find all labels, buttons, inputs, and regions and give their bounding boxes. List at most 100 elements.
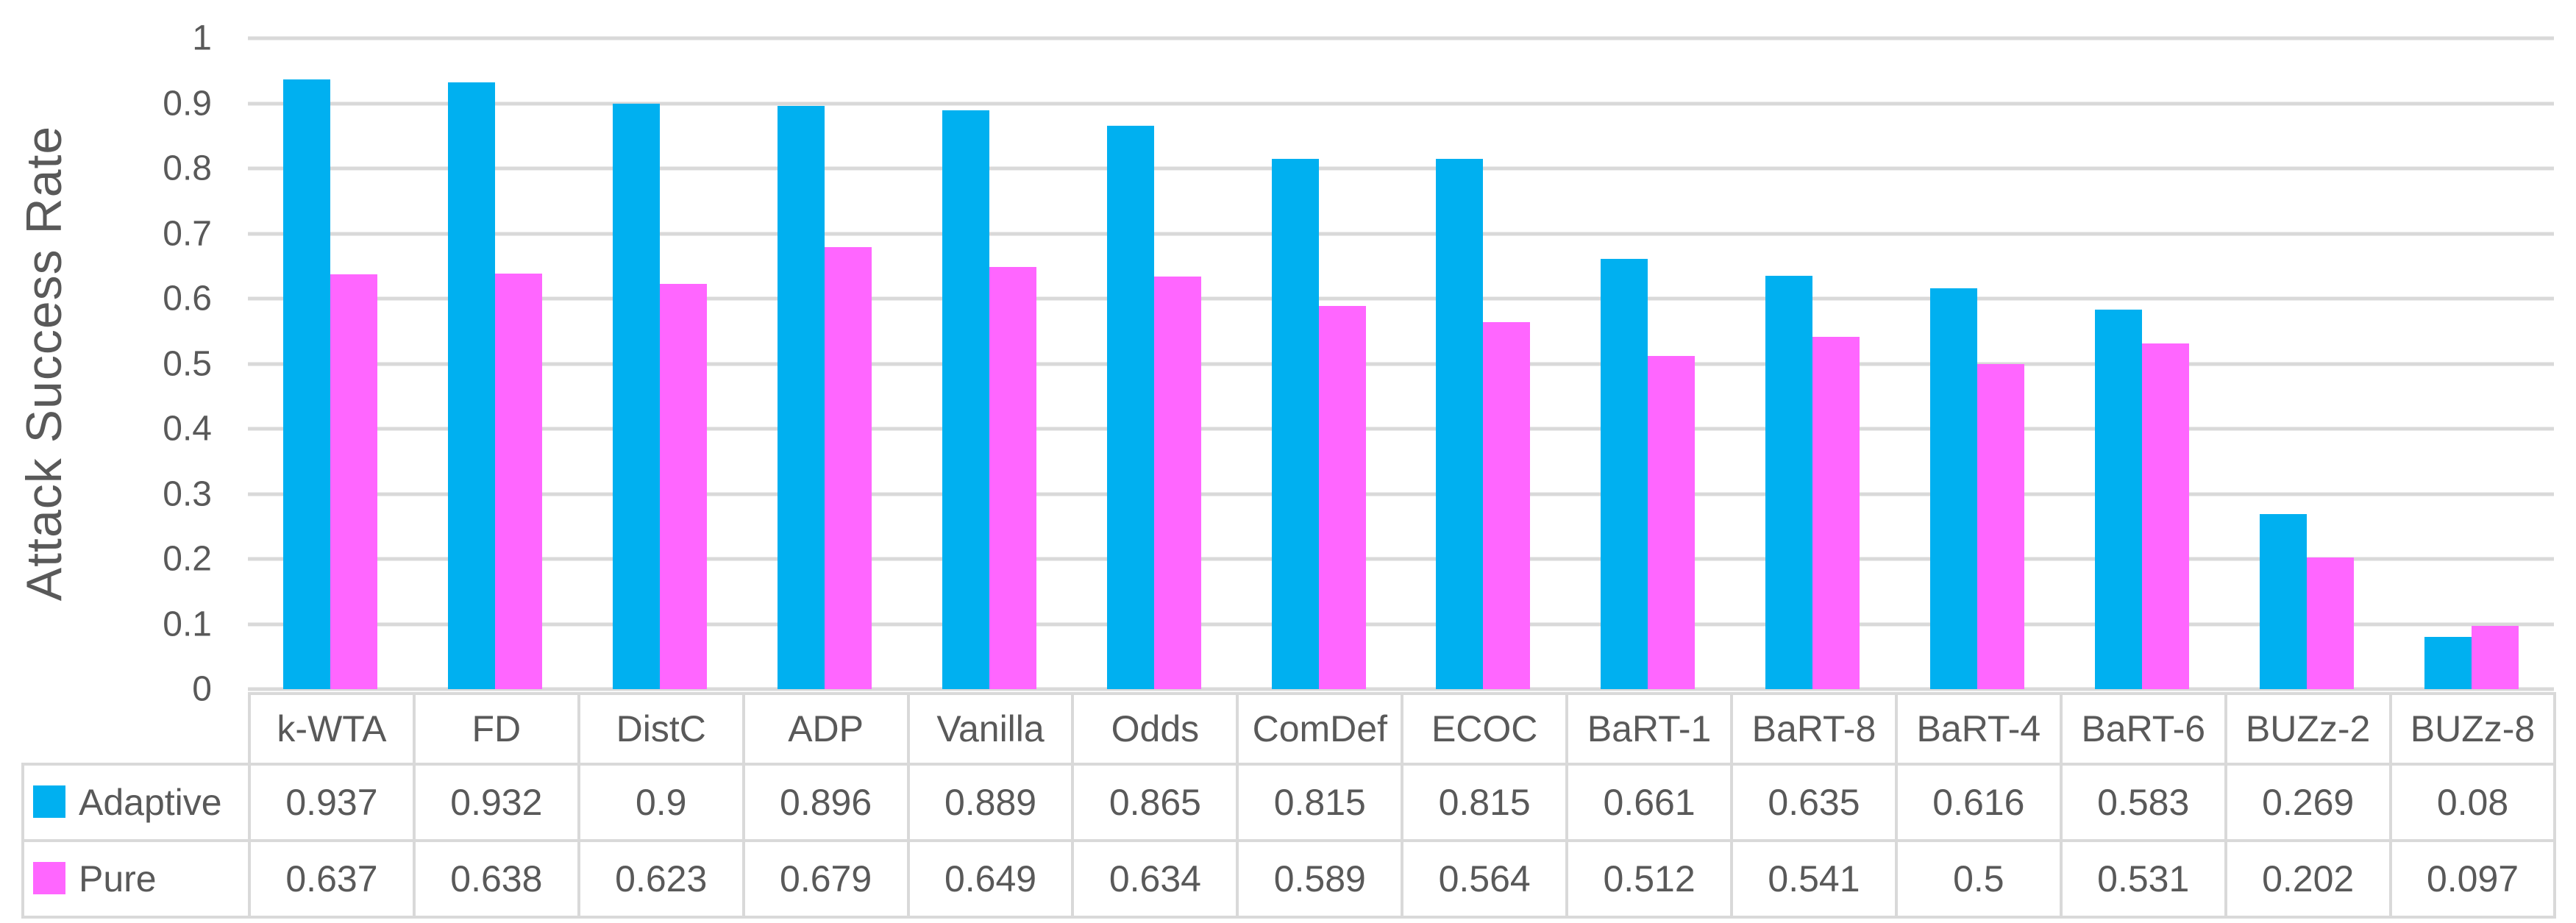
gridline — [248, 427, 2554, 431]
bar-pure-adp — [824, 247, 872, 689]
category-header-odds: Odds — [1071, 692, 1239, 766]
category-header-vanilla: Vanilla — [906, 692, 1075, 766]
y-tick-label: 0.2 — [163, 539, 212, 579]
value-cell-pure-odds: 0.634 — [1071, 839, 1239, 919]
value-cell-adaptive-bart-4: 0.616 — [1894, 763, 2063, 842]
value-cell-adaptive-vanilla: 0.889 — [906, 763, 1075, 842]
value-cell-pure-bart-1: 0.512 — [1565, 839, 1734, 919]
bar-pure-bart-8 — [1812, 337, 1860, 689]
category-header-buzz-2: BUZz-2 — [2224, 692, 2392, 766]
value-cell-adaptive-k-wta: 0.937 — [248, 763, 416, 842]
y-tick-label: 0.9 — [163, 84, 212, 123]
bar-adaptive-vanilla — [942, 110, 989, 689]
y-axis: 0 0.1 0.2 0.3 0.4 0.5 0.6 0.7 0.8 0.9 1 — [0, 19, 212, 709]
gridline — [248, 166, 2554, 171]
value-cell-adaptive-buzz-2: 0.269 — [2224, 763, 2392, 842]
bar-pure-ecoc — [1483, 321, 1531, 689]
bar-adaptive-buzz-8 — [2424, 637, 2472, 689]
value-cell-pure-comdef: 0.589 — [1236, 839, 1404, 919]
bar-adaptive-fd — [447, 82, 495, 689]
legend-cell-pure: Pure — [21, 839, 251, 919]
gridline — [248, 101, 2554, 105]
legend-label: Pure — [79, 858, 157, 899]
table-row-pure: Pure 0.637 0.638 0.623 0.679 0.649 0.634 0.589 0… — [21, 839, 2557, 919]
value-cell-adaptive-distc: 0.9 — [577, 763, 745, 842]
category-header-bart-1: BaRT-1 — [1565, 692, 1734, 766]
value-cell-adaptive-bart-1: 0.661 — [1565, 763, 1734, 842]
value-cell-adaptive-adp: 0.896 — [741, 763, 910, 842]
category-header-ecoc: ECOC — [1401, 692, 1569, 766]
category-header-distc: DistC — [577, 692, 745, 766]
y-tick-label: 0 — [192, 669, 212, 709]
category-header-buzz-8: BUZz-8 — [2388, 692, 2557, 766]
value-cell-adaptive-comdef: 0.815 — [1236, 763, 1404, 842]
legend-swatch-adaptive — [33, 785, 65, 818]
bar-pure-buzz-8 — [2472, 626, 2519, 689]
value-cell-pure-fd: 0.638 — [412, 839, 580, 919]
value-cell-pure-bart-6: 0.531 — [2059, 839, 2227, 919]
value-cell-pure-bart-8: 0.541 — [1730, 839, 1898, 919]
legend-label: Adaptive — [79, 782, 222, 823]
bar-pure-k-wta — [330, 274, 377, 689]
value-cell-pure-ecoc: 0.564 — [1401, 839, 1569, 919]
value-cell-pure-buzz-8: 0.097 — [2388, 839, 2557, 919]
value-cell-pure-k-wta: 0.637 — [248, 839, 416, 919]
bar-adaptive-buzz-2 — [2260, 513, 2308, 689]
value-cell-pure-bart-4: 0.5 — [1894, 839, 2063, 919]
category-header-bart-8: BaRT-8 — [1730, 692, 1898, 766]
bar-adaptive-bart-8 — [1765, 276, 1813, 689]
bar-pure-buzz-2 — [2307, 557, 2355, 689]
table-header-row: k-WTA FD DistC ADP Vanilla Odds ComDef ECOC BaRT… — [23, 692, 2557, 766]
gridline — [248, 296, 2554, 301]
legend-cell-adaptive: Adaptive — [21, 763, 251, 842]
category-header-comdef: ComDef — [1236, 692, 1404, 766]
category-header-bart-4: BaRT-4 — [1894, 692, 2063, 766]
value-cell-adaptive-odds: 0.865 — [1071, 763, 1239, 842]
value-cell-adaptive-buzz-8: 0.08 — [2388, 763, 2557, 842]
legend-swatch-pure — [33, 862, 65, 894]
gridline — [248, 362, 2554, 366]
y-tick-label: 0.8 — [163, 149, 212, 188]
table-row-adaptive: Adaptive 0.937 0.932 0.9 0.896 0.889 0.865 0.81… — [21, 763, 2557, 842]
value-cell-pure-buzz-2: 0.202 — [2224, 839, 2392, 919]
bar-adaptive-distc — [612, 103, 660, 689]
y-tick-label: 0.5 — [163, 344, 212, 383]
value-cell-pure-vanilla: 0.649 — [906, 839, 1075, 919]
bar-adaptive-k-wta — [282, 79, 330, 689]
y-tick-label: 0.6 — [163, 279, 212, 318]
bar-pure-distc — [659, 283, 707, 689]
bar-pure-bart-6 — [2142, 343, 2190, 689]
bar-adaptive-ecoc — [1436, 158, 1484, 689]
category-header-k-wta: k-WTA — [248, 692, 416, 766]
value-cell-adaptive-bart-6: 0.583 — [2059, 763, 2227, 842]
gridline — [248, 687, 2554, 691]
y-tick-label: 0.7 — [163, 214, 212, 253]
value-cell-pure-adp: 0.679 — [741, 839, 910, 919]
bar-pure-bart-4 — [1977, 363, 2025, 689]
y-tick-label: 1 — [192, 18, 212, 58]
y-tick-label: 0.3 — [163, 474, 212, 513]
value-cell-adaptive-fd: 0.932 — [412, 763, 580, 842]
bar-adaptive-odds — [1106, 126, 1154, 689]
category-header-bart-6: BaRT-6 — [2059, 692, 2227, 766]
category-header-fd: FD — [412, 692, 580, 766]
y-tick-label: 0.4 — [163, 409, 212, 449]
value-cell-adaptive-ecoc: 0.815 — [1401, 763, 1569, 842]
bar-adaptive-comdef — [1271, 158, 1319, 689]
bar-adaptive-bart-6 — [2095, 310, 2143, 689]
bar-adaptive-bart-1 — [1601, 259, 1648, 689]
gridline — [248, 557, 2554, 561]
bar-adaptive-adp — [777, 106, 825, 689]
gridline — [248, 232, 2554, 235]
plot-area — [248, 36, 2554, 691]
value-cell-pure-distc: 0.623 — [577, 839, 745, 919]
bar-pure-bart-1 — [1648, 355, 1696, 689]
value-cell-adaptive-bart-8: 0.635 — [1730, 763, 1898, 842]
gridline — [248, 492, 2554, 496]
category-header-adp: ADP — [741, 692, 910, 766]
table-corner-empty — [23, 694, 249, 764]
data-table: k-WTA FD DistC ADP Vanilla Odds ComDef ECOC BaRT… — [21, 692, 2557, 919]
bar-adaptive-bart-4 — [1930, 288, 1978, 689]
y-tick-label: 0.1 — [163, 605, 212, 644]
